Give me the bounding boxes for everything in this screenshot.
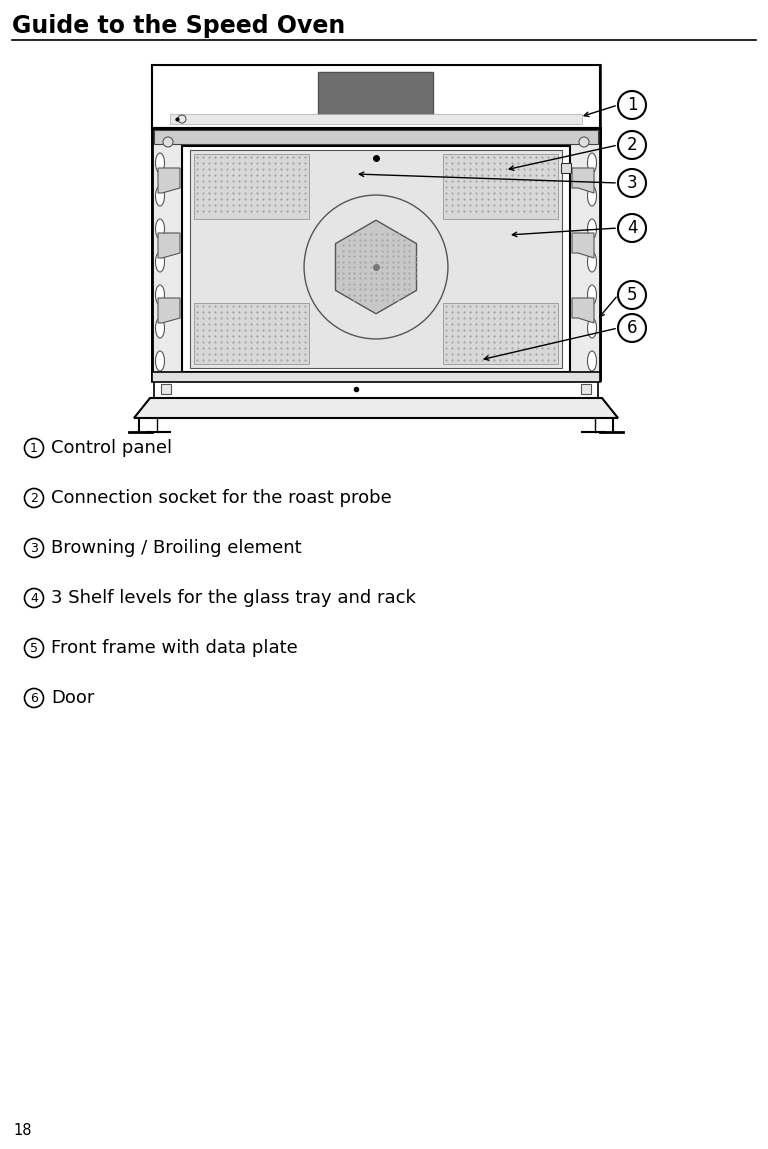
Text: 3 Shelf levels for the glass tray and rack: 3 Shelf levels for the glass tray and ra… (51, 589, 416, 607)
Ellipse shape (155, 318, 164, 338)
Bar (152, 372, 600, 381)
Circle shape (25, 488, 44, 508)
Text: Control panel: Control panel (51, 439, 172, 457)
Bar (161, 384, 171, 394)
Ellipse shape (155, 186, 164, 206)
Circle shape (25, 639, 44, 657)
Ellipse shape (588, 252, 597, 272)
Bar (194, 303, 310, 364)
Ellipse shape (155, 153, 164, 173)
Text: Browning / Broiling element: Browning / Broiling element (51, 539, 302, 557)
Circle shape (25, 688, 44, 708)
Polygon shape (158, 233, 180, 259)
Text: 3: 3 (30, 541, 38, 555)
Text: Door: Door (51, 689, 94, 707)
Text: 5: 5 (627, 286, 637, 304)
Ellipse shape (588, 350, 597, 371)
Bar (190, 151, 562, 368)
Bar (182, 146, 570, 372)
Bar (442, 154, 558, 219)
Bar (154, 380, 598, 398)
Ellipse shape (155, 350, 164, 371)
Circle shape (25, 439, 44, 457)
Polygon shape (336, 221, 416, 314)
Bar (152, 65, 600, 128)
Circle shape (618, 214, 646, 242)
Bar (152, 128, 600, 380)
Circle shape (618, 314, 646, 342)
Polygon shape (572, 233, 594, 259)
Bar (581, 384, 591, 394)
Ellipse shape (588, 153, 597, 173)
Polygon shape (158, 298, 180, 323)
Circle shape (163, 137, 173, 147)
Circle shape (304, 195, 448, 339)
Bar (194, 154, 310, 219)
Text: 1: 1 (30, 441, 38, 455)
Ellipse shape (588, 219, 597, 239)
Bar (170, 114, 582, 124)
Text: 2: 2 (627, 136, 637, 154)
Bar (442, 303, 558, 364)
Circle shape (618, 282, 646, 309)
Text: Connection socket for the roast probe: Connection socket for the roast probe (51, 489, 392, 507)
Ellipse shape (155, 252, 164, 272)
Polygon shape (572, 298, 594, 323)
Bar (318, 72, 433, 114)
Ellipse shape (588, 285, 597, 304)
Text: 18: 18 (13, 1123, 31, 1138)
Bar (152, 65, 600, 380)
Text: 3: 3 (627, 173, 637, 192)
Ellipse shape (588, 318, 597, 338)
Circle shape (618, 131, 646, 159)
Text: Guide to the Speed Oven: Guide to the Speed Oven (12, 14, 346, 38)
Circle shape (25, 539, 44, 557)
Ellipse shape (155, 285, 164, 304)
Polygon shape (572, 168, 594, 193)
Text: 2: 2 (30, 492, 38, 504)
Polygon shape (158, 168, 180, 193)
Text: 6: 6 (30, 692, 38, 704)
Circle shape (618, 91, 646, 119)
Text: 6: 6 (627, 319, 637, 337)
Circle shape (25, 588, 44, 608)
Text: 4: 4 (627, 219, 637, 237)
Bar (154, 130, 598, 144)
Circle shape (579, 137, 589, 147)
Text: 5: 5 (30, 641, 38, 655)
Bar (561, 163, 571, 173)
Text: Front frame with data plate: Front frame with data plate (51, 639, 298, 657)
Polygon shape (134, 398, 618, 418)
Ellipse shape (588, 186, 597, 206)
Circle shape (618, 169, 646, 196)
Ellipse shape (155, 219, 164, 239)
Text: 4: 4 (30, 592, 38, 604)
Text: 1: 1 (627, 97, 637, 114)
